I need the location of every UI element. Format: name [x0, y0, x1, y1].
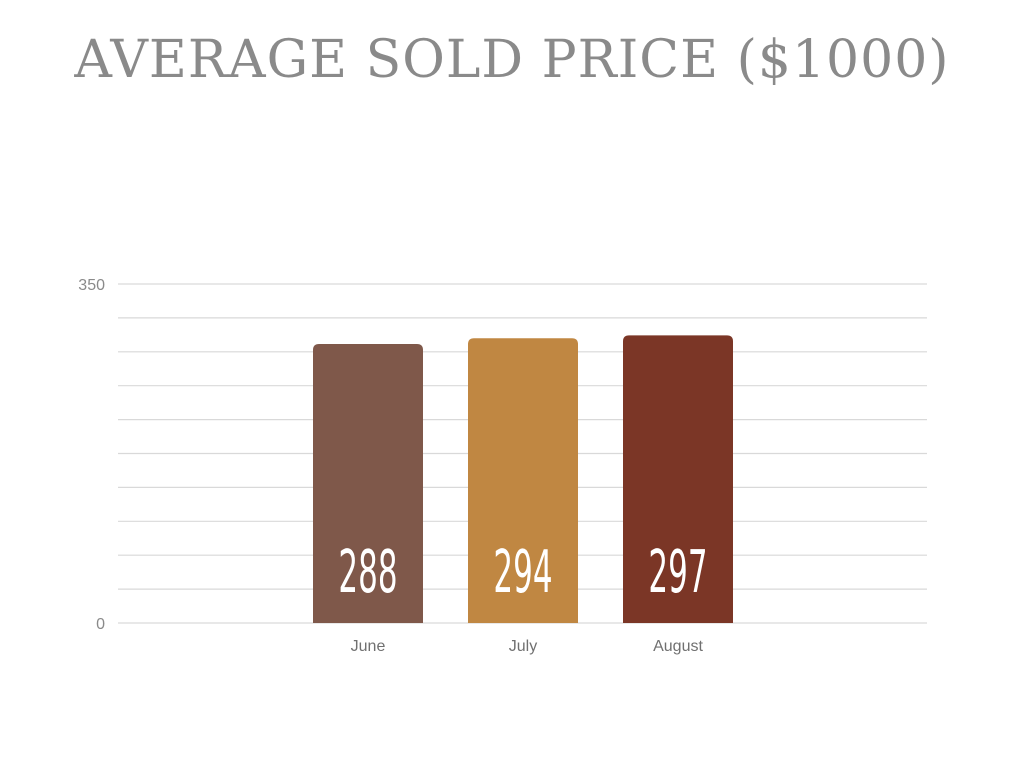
labels: 0 350 288 June 294 July 297 August — [78, 277, 707, 655]
bars — [313, 335, 733, 623]
y-tick-label: 350 — [78, 277, 105, 294]
bar-june — [313, 344, 423, 623]
x-category-label: July — [509, 638, 537, 655]
x-category-label: August — [653, 638, 703, 655]
bar-july — [468, 338, 578, 623]
y-tick-label: 0 — [96, 616, 105, 633]
x-category-label: June — [351, 638, 386, 655]
data-label: 288 — [338, 538, 397, 607]
bar-august — [623, 335, 733, 623]
data-label: 297 — [648, 538, 707, 607]
data-label: 294 — [493, 538, 552, 607]
chart-title: AVERAGE SOLD PRICE ($1000) — [74, 30, 950, 90]
